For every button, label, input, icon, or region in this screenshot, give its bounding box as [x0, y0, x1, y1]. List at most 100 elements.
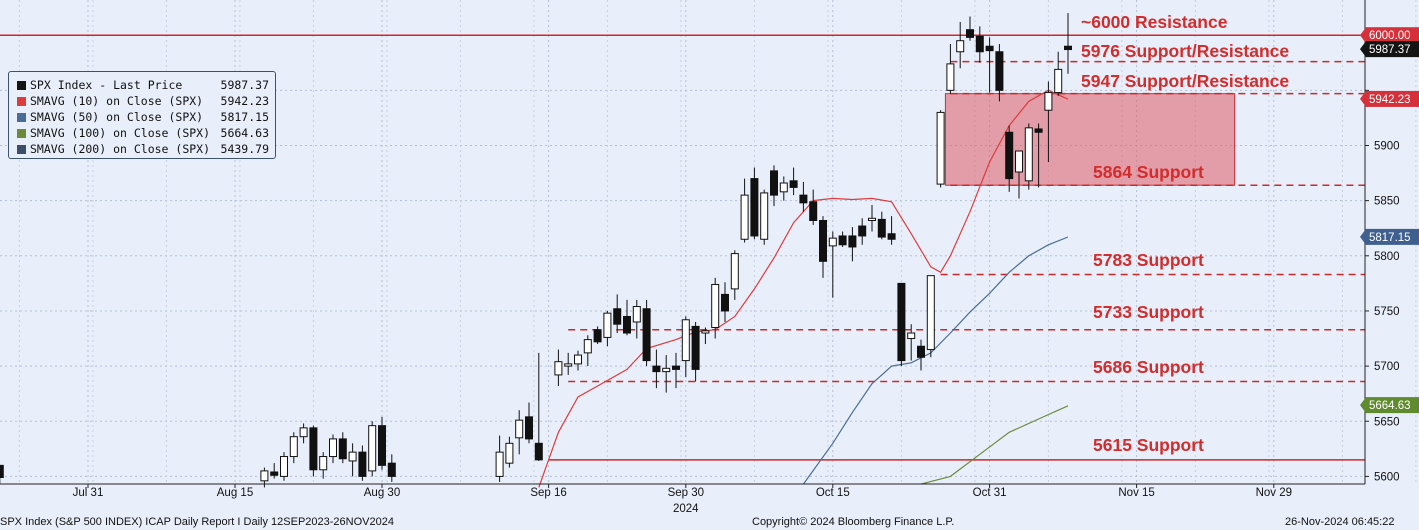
candle-body — [691, 325, 700, 370]
x-tick-label: Sep 16 — [530, 487, 566, 499]
candle-body — [701, 330, 710, 334]
candles — [0, 13, 1072, 488]
candle-body — [1044, 92, 1053, 111]
x-tick-label: Aug 30 — [364, 487, 400, 499]
candle-body — [779, 182, 788, 193]
level-lines — [0, 34, 1365, 461]
candle-body — [289, 436, 298, 458]
candle-body — [1054, 68, 1063, 94]
candle-body — [760, 192, 769, 240]
candle-body — [721, 293, 729, 312]
candle-body — [1064, 45, 1072, 51]
candle-body — [378, 425, 386, 466]
x-tick-label: Oct 31 — [973, 487, 1007, 499]
legend-item-price: SPX Index - Last Price — [17, 78, 182, 92]
candle-body — [652, 365, 661, 373]
candle-body — [730, 253, 739, 290]
legend-value: 5942.23 — [220, 94, 269, 108]
y-tick-label: 5800 — [1374, 251, 1400, 263]
legend-swatch — [17, 81, 26, 90]
candle-body — [936, 111, 945, 185]
price-tag-arrow — [1360, 397, 1366, 414]
annotation-5615: 5615 Support — [1093, 435, 1204, 455]
price-tag-arrow — [1360, 27, 1366, 44]
legend-swatch — [17, 145, 26, 154]
x-tick-label: Nov 15 — [1118, 487, 1154, 499]
candle-body — [260, 470, 269, 482]
x-tick-label: Jul 31 — [73, 487, 104, 499]
year-label: 2024 — [673, 503, 699, 515]
candle-body — [809, 201, 818, 222]
candle-body — [270, 471, 279, 476]
candle-body — [770, 170, 778, 196]
candle-body — [505, 442, 514, 464]
candle-body — [368, 425, 377, 472]
legend-item-sma10: SMAVG (10) on Close (SPX) — [17, 94, 203, 108]
candle-body — [946, 63, 955, 91]
price-tag-label: 5942.23 — [1369, 94, 1411, 106]
candle-body — [299, 427, 308, 438]
legend-swatch — [17, 129, 26, 138]
annotation-5976: 5976 Support/Resistance — [1081, 41, 1290, 61]
legend-value: 5817.15 — [220, 110, 269, 124]
x-tick-label: Nov 29 — [1256, 487, 1292, 499]
price-tag-arrow — [1360, 41, 1366, 58]
candle-body — [828, 237, 837, 247]
support-zone — [944, 93, 1236, 186]
moving-averages — [538, 89, 1069, 488]
price-tag-5817.15 — [1366, 228, 1419, 245]
annotation-5864: 5864 Support — [1093, 162, 1204, 182]
price-tag-arrow — [1360, 228, 1366, 245]
candle-body — [632, 306, 641, 323]
candle-body — [1034, 128, 1043, 133]
annotation-5783: 5783 Support — [1093, 250, 1204, 270]
legend-value: 5439.79 — [220, 142, 269, 156]
legend-label: SMAVG (100) on Close (SPX) — [30, 126, 211, 140]
candle-body — [672, 365, 680, 370]
candle-body — [966, 29, 974, 38]
annotation-5947: 5947 Support/Resistance — [1081, 71, 1290, 91]
legend-item-sma50: SMAVG (50) on Close (SPX) — [17, 110, 203, 124]
candle-body — [681, 319, 690, 362]
price-tags: 6000.00 5987.37 5942.23 5817.15 5664.63 — [1360, 27, 1419, 414]
candle-body — [554, 361, 563, 376]
candle-body — [495, 451, 504, 477]
candle-body — [583, 339, 592, 354]
legend-item-sma200: SMAVG (200) on Close (SPX) — [17, 142, 210, 156]
y-tick-label: 5850 — [1374, 196, 1400, 208]
candle-body — [280, 456, 288, 477]
legend-label: SMAVG (50) on Close (SPX) — [30, 110, 204, 124]
candle-body — [750, 178, 759, 237]
candle-body — [387, 462, 396, 477]
legend-swatch — [17, 113, 26, 122]
candle-body — [789, 180, 798, 188]
candle-body — [1024, 127, 1033, 182]
price-tag-arrow — [1360, 90, 1366, 107]
legend-swatch — [17, 97, 26, 106]
candle-body — [623, 315, 631, 334]
candle-body — [848, 235, 857, 248]
annotation-5733: 5733 Support — [1093, 302, 1204, 322]
y-tick-label: 5900 — [1374, 141, 1400, 153]
candle-body — [838, 235, 847, 246]
price-tag-label: 5817.15 — [1369, 232, 1411, 244]
candle-body — [348, 451, 357, 462]
legend-label: SMAVG (10) on Close (SPX) — [30, 94, 204, 108]
candle-body — [985, 45, 994, 52]
candle-body — [0, 464, 4, 479]
annotation-5686: 5686 Support — [1093, 357, 1204, 377]
candle-body — [564, 363, 573, 367]
series-sma100 — [920, 405, 1069, 485]
y-tick-label: 5750 — [1374, 306, 1400, 318]
legend-item-sma100: SMAVG (100) on Close (SPX) — [17, 126, 210, 140]
candle-body — [897, 282, 906, 362]
y-tick-label: 5650 — [1374, 416, 1400, 428]
price-tag-5664.63 — [1366, 397, 1419, 414]
legend-label: SPX Index - Last Price — [30, 78, 183, 92]
candle-body — [603, 312, 612, 338]
candle-body — [799, 194, 808, 204]
series-sma10 — [538, 89, 1069, 488]
candle-body — [877, 218, 886, 238]
candle-body — [309, 427, 318, 471]
